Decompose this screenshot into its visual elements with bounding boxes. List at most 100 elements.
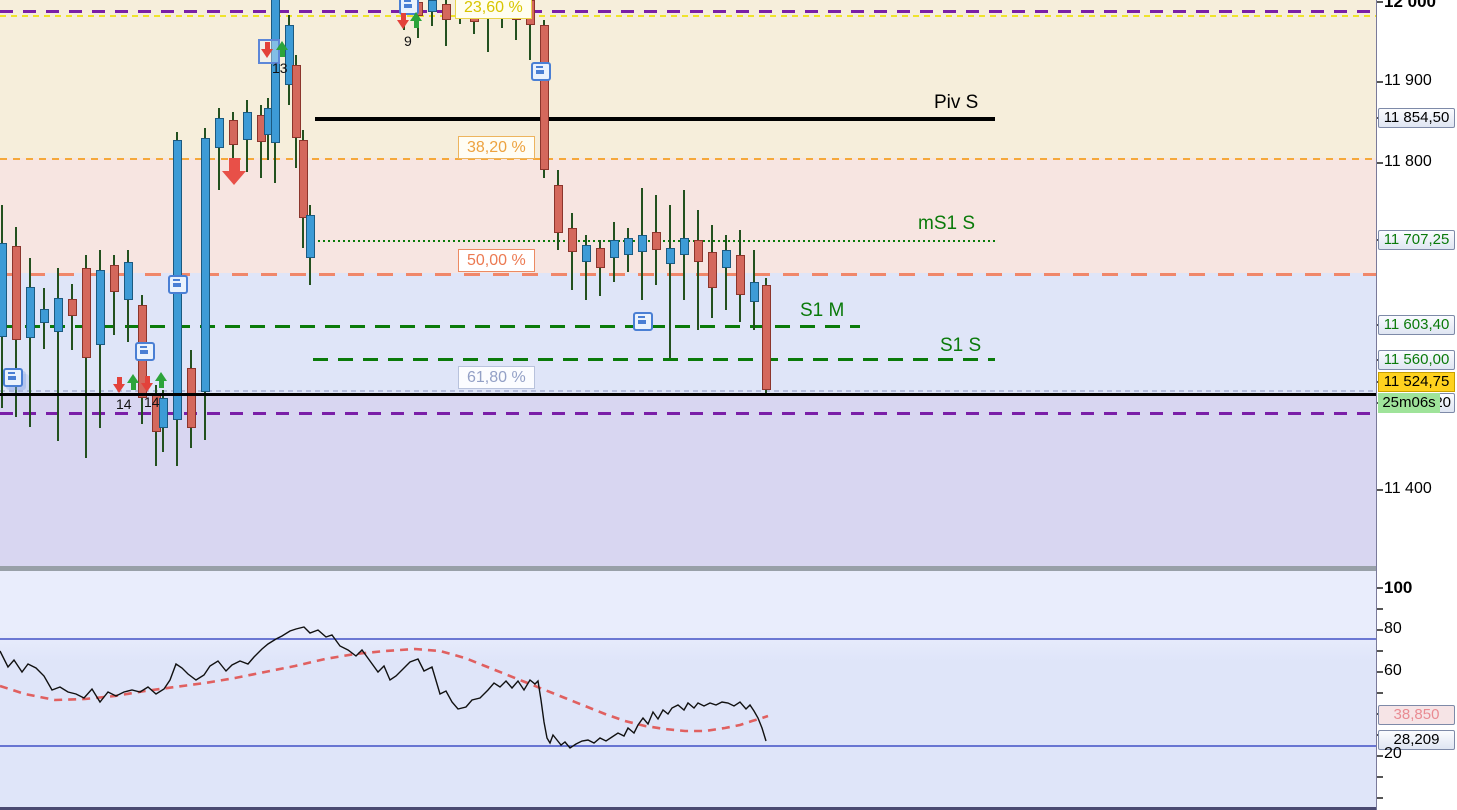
axis-tick <box>1377 650 1383 652</box>
zone-50-618 <box>0 273 1376 393</box>
buy-arrow-icon[interactable] <box>155 372 168 388</box>
buy-arrow-icon[interactable] <box>276 41 289 57</box>
note-icon[interactable] <box>168 275 188 294</box>
candle-body <box>215 118 224 148</box>
ms1-s-label[interactable]: mS1 S <box>918 213 976 234</box>
note-icon[interactable] <box>633 312 653 331</box>
axis-tick <box>1377 755 1383 757</box>
candle-wick <box>585 235 587 300</box>
note-icon[interactable] <box>399 0 419 15</box>
s1-m-label[interactable]: S1 M <box>800 300 845 321</box>
candle-body <box>40 309 49 323</box>
candle-body <box>582 245 591 262</box>
fib-236-label[interactable]: 23,60 % <box>455 0 532 19</box>
axis-tick <box>1377 587 1383 589</box>
axis-price-box[interactable]: 11 854,50 <box>1378 108 1455 128</box>
buy-arrow-icon[interactable] <box>127 374 140 390</box>
fib-50-line[interactable] <box>0 273 1376 276</box>
black-price-line[interactable] <box>0 393 1376 396</box>
axis-price-box[interactable]: 11 603,40 <box>1378 315 1455 335</box>
candle-body <box>442 4 451 20</box>
last-price-label: 11 524,75 <box>1378 372 1455 392</box>
candle-wick <box>71 284 73 350</box>
axis-tick <box>1377 162 1383 164</box>
s1-m-line[interactable] <box>0 325 860 328</box>
candle-body <box>694 240 703 262</box>
note-icon[interactable] <box>3 368 23 387</box>
rsi-moving-average-line[interactable] <box>0 647 769 733</box>
candle-body <box>68 299 77 316</box>
purple-level-lower[interactable] <box>0 412 1376 415</box>
fib-382-label[interactable]: 38,20 % <box>458 136 535 159</box>
sell-arrow-icon[interactable] <box>141 376 154 392</box>
purple-level-upper[interactable] <box>0 10 1376 13</box>
candle-body <box>229 120 238 145</box>
piv-s-line[interactable] <box>315 117 995 121</box>
arrow-stem <box>145 376 150 383</box>
candle-body <box>722 250 731 268</box>
candle-body <box>680 238 689 255</box>
price-chart-panel[interactable]: 23,60 % 38,20 % 50,00 % 61,80 % Piv S mS… <box>0 0 1376 566</box>
axis-tick <box>1377 692 1383 694</box>
fib-382-line[interactable] <box>0 158 1376 160</box>
candle-body <box>596 248 605 268</box>
price-axis-column[interactable]: 12 000 11 900 11 854,50 11 800 11 707,25 11 6… <box>1376 0 1457 810</box>
fib-236-line[interactable] <box>0 15 1376 17</box>
arrow-head <box>127 374 139 383</box>
candle-wick <box>445 0 447 46</box>
candle-body <box>292 65 301 138</box>
signal-count-13: 13 <box>272 60 288 76</box>
panel-divider[interactable] <box>0 566 1376 571</box>
axis-label: 80 <box>1384 620 1402 637</box>
axis-tick <box>1377 81 1383 83</box>
arrow-stem <box>414 21 419 28</box>
sell-arrow-icon[interactable] <box>397 13 410 29</box>
candle-body <box>540 25 549 170</box>
fib-618-line[interactable] <box>0 390 1376 392</box>
candle-body <box>82 268 91 358</box>
arrow-stem <box>401 13 406 20</box>
arrow-head <box>155 372 167 381</box>
buy-arrow-icon[interactable] <box>410 12 423 28</box>
s1-s-label[interactable]: S1 S <box>940 335 982 356</box>
arrow-head <box>410 12 422 21</box>
s1-s-line[interactable] <box>313 358 995 361</box>
sell-arrow-icon[interactable] <box>113 377 126 393</box>
signal-count-9: 9 <box>404 33 412 49</box>
candle-body <box>26 287 35 338</box>
candle-body <box>0 243 7 337</box>
axis-price-box[interactable]: 28,209 <box>1378 730 1455 750</box>
candle-body <box>201 138 210 392</box>
arrow-head <box>113 384 125 393</box>
axis-price-box[interactable]: 11 707,25 <box>1378 230 1455 250</box>
axis-label: 20 <box>1384 745 1402 762</box>
arrow-head <box>276 41 288 50</box>
candle-body <box>271 0 280 143</box>
axis-tick <box>1377 671 1383 673</box>
rsi-line[interactable] <box>0 626 767 749</box>
candle-body <box>708 252 717 288</box>
note-icon[interactable] <box>531 62 551 81</box>
candle-body <box>652 232 661 250</box>
axis-label: 11 800 <box>1384 153 1432 170</box>
fib-50-label[interactable]: 50,00 % <box>458 249 535 272</box>
candle-body <box>554 185 563 233</box>
axis-price-box[interactable]: 11 560,00 <box>1378 350 1455 370</box>
candle-wick <box>669 205 671 358</box>
arrow-head <box>261 49 273 58</box>
sell-arrow-icon[interactable] <box>261 42 274 58</box>
axis-price-box[interactable]: 38,850 <box>1378 705 1455 725</box>
rsi-indicator-panel[interactable] <box>0 571 1376 810</box>
candle-body <box>306 215 315 258</box>
candle-wick <box>431 0 433 26</box>
axis-tick <box>1377 776 1383 778</box>
candle-body <box>12 246 21 340</box>
piv-s-label[interactable]: Piv S <box>934 92 979 113</box>
fib-618-label[interactable]: 61,80 % <box>458 366 535 389</box>
zone-below-618 <box>0 393 1376 566</box>
big-sell-arrow-icon[interactable] <box>222 158 247 186</box>
candle-body <box>110 265 119 292</box>
bar-countdown-label: 25m06s <box>1378 393 1440 413</box>
candle-body <box>428 0 437 12</box>
note-icon[interactable] <box>135 342 155 361</box>
